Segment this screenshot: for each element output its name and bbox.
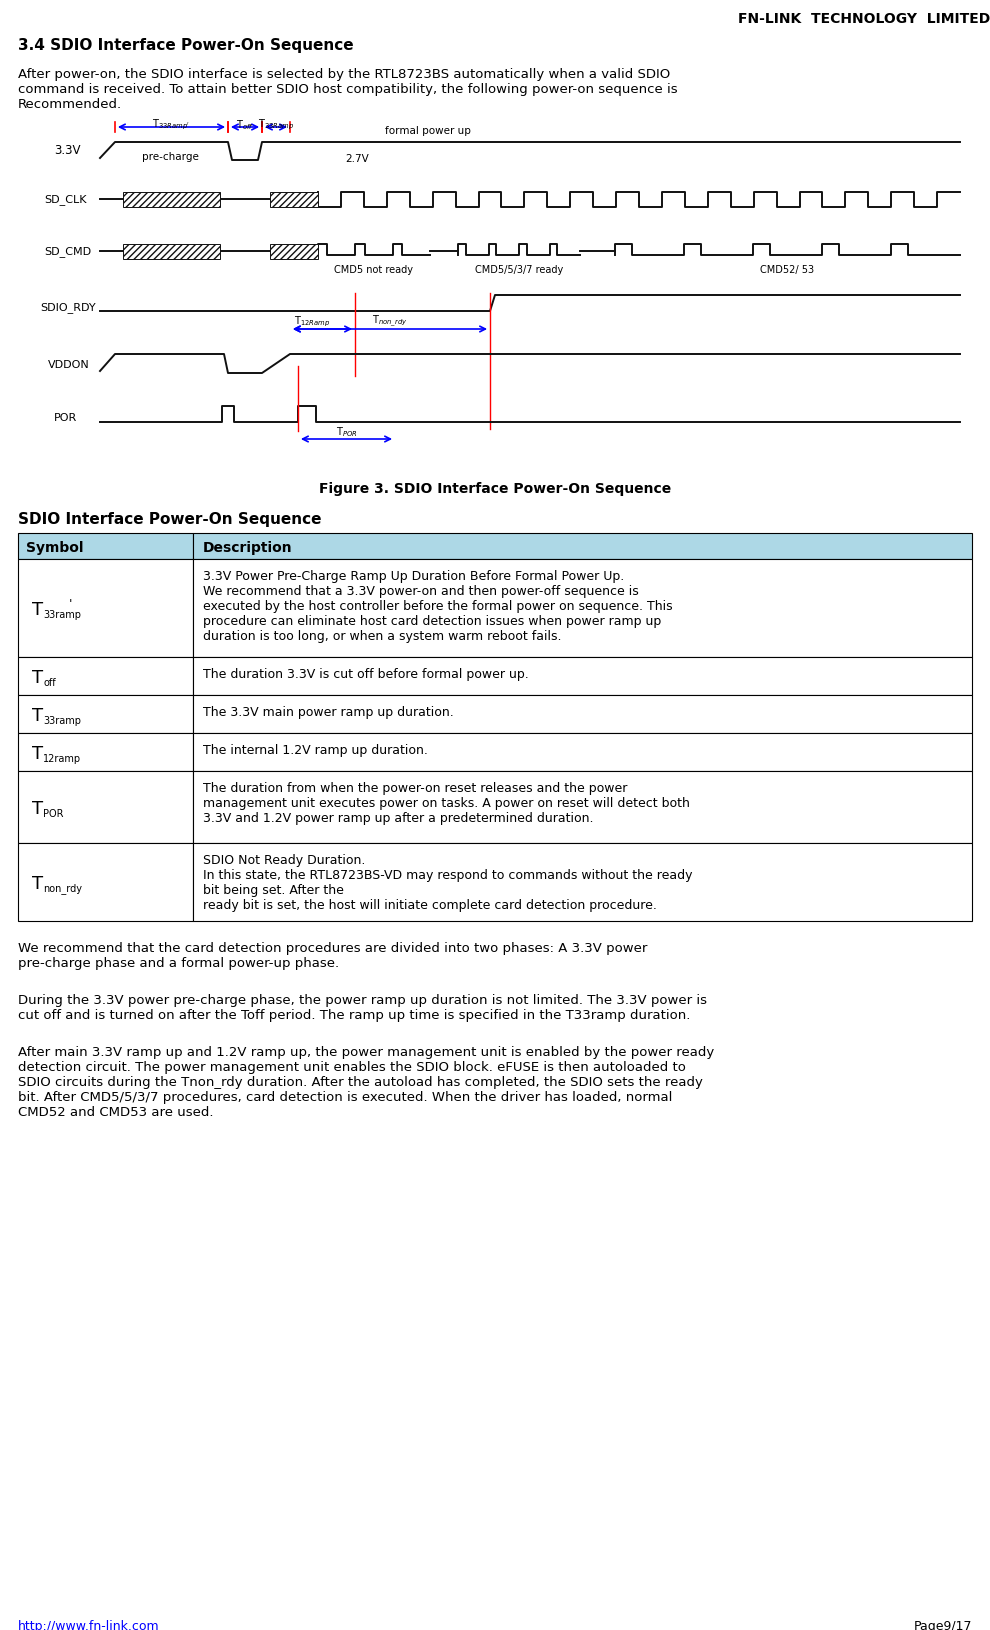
Bar	[270, 192, 318, 207]
Bar	[18, 657, 193, 696]
Bar	[270, 244, 318, 259]
Text: 2.7V: 2.7V	[345, 153, 368, 165]
Bar	[193, 771, 972, 843]
Text: T: T	[32, 668, 44, 686]
Text: non_rdy: non_rdy	[43, 883, 82, 893]
Text: 3.3V Power Pre-Charge Ramp Up Duration Before Formal Power Up.
We recommend that: 3.3V Power Pre-Charge Ramp Up Duration B…	[203, 569, 672, 642]
Bar	[18, 734, 193, 771]
Text: T: T	[32, 600, 44, 619]
Text: SD_CLK: SD_CLK	[44, 194, 86, 205]
Text: $\mathrm{T}_{non\_rdy}$: $\mathrm{T}_{non\_rdy}$	[372, 313, 408, 329]
Text: off: off	[43, 678, 55, 688]
Text: CMD5/5/3/7 ready: CMD5/5/3/7 ready	[475, 264, 563, 275]
Text: SD_CMD: SD_CMD	[44, 246, 91, 258]
Text: Page9/17: Page9/17	[914, 1619, 972, 1630]
Text: http://www.fn-link.com: http://www.fn-link.com	[18, 1619, 159, 1630]
Text: pre-charge: pre-charge	[142, 152, 198, 161]
Bar	[18, 533, 193, 559]
Text: After power-on, the SDIO interface is selected by the RTL8723BS automatically wh: After power-on, the SDIO interface is se…	[18, 68, 677, 111]
Text: SDIO Not Ready Duration.
In this state, the RTL8723BS-VD may respond to commands: SDIO Not Ready Duration. In this state, …	[203, 854, 692, 911]
Text: T: T	[32, 706, 44, 725]
Text: $\mathrm{T}_{POR}$: $\mathrm{T}_{POR}$	[336, 425, 357, 438]
Bar	[18, 771, 193, 843]
Text: 3.3V: 3.3V	[54, 143, 80, 156]
Text: $\mathrm{T}_{33Ramp^{\prime}}$: $\mathrm{T}_{33Ramp^{\prime}}$	[152, 117, 190, 132]
Bar	[193, 559, 972, 657]
Text: 33ramp: 33ramp	[43, 610, 81, 619]
Text: Figure 3. SDIO Interface Power-On Sequence: Figure 3. SDIO Interface Power-On Sequen…	[319, 482, 671, 496]
Text: The duration from when the power-on reset releases and the power
management unit: The duration from when the power-on rese…	[203, 781, 690, 825]
Text: POR: POR	[54, 412, 77, 422]
Text: ': '	[68, 598, 72, 611]
Text: 33ramp: 33ramp	[43, 716, 81, 725]
Text: Description: Description	[203, 541, 293, 554]
Text: After main 3.3V ramp up and 1.2V ramp up, the power management unit is enabled b: After main 3.3V ramp up and 1.2V ramp up…	[18, 1045, 714, 1118]
Bar	[193, 696, 972, 734]
Bar	[193, 734, 972, 771]
Text: $\mathrm{T}_{off}$: $\mathrm{T}_{off}$	[236, 117, 254, 132]
Text: The 3.3V main power ramp up duration.: The 3.3V main power ramp up duration.	[203, 706, 453, 719]
Text: FN-LINK  TECHNOLOGY  LIMITED: FN-LINK TECHNOLOGY LIMITED	[738, 11, 990, 26]
Text: $\mathrm{T}_{33Ramp}$: $\mathrm{T}_{33Ramp}$	[258, 117, 294, 132]
Bar	[18, 559, 193, 657]
Bar	[123, 244, 220, 259]
Bar	[123, 192, 220, 207]
Text: Symbol: Symbol	[26, 541, 83, 554]
Text: VDDON: VDDON	[48, 360, 90, 370]
Text: 3.4 SDIO Interface Power-On Sequence: 3.4 SDIO Interface Power-On Sequence	[18, 37, 353, 52]
Bar	[193, 533, 972, 559]
Bar	[193, 843, 972, 921]
Bar	[18, 696, 193, 734]
Text: SDIO_RDY: SDIO_RDY	[40, 302, 96, 313]
Text: $\mathrm{T}_{12Ramp}$: $\mathrm{T}_{12Ramp}$	[294, 315, 331, 329]
Text: CMD52/ 53: CMD52/ 53	[760, 264, 815, 275]
Text: SDIO Interface Power-On Sequence: SDIO Interface Power-On Sequence	[18, 512, 322, 526]
Text: T: T	[32, 745, 44, 763]
Text: CMD5 not ready: CMD5 not ready	[335, 264, 414, 275]
Text: We recommend that the card detection procedures are divided into two phases: A 3: We recommend that the card detection pro…	[18, 942, 647, 970]
Text: T: T	[32, 799, 44, 818]
Text: The duration 3.3V is cut off before formal power up.: The duration 3.3V is cut off before form…	[203, 668, 529, 681]
Text: POR: POR	[43, 808, 63, 818]
Bar	[193, 657, 972, 696]
Text: formal power up: formal power up	[385, 126, 471, 135]
Text: The internal 1.2V ramp up duration.: The internal 1.2V ramp up duration.	[203, 743, 428, 756]
Text: 12ramp: 12ramp	[43, 753, 81, 763]
Text: During the 3.3V power pre-charge phase, the power ramp up duration is not limite: During the 3.3V power pre-charge phase, …	[18, 993, 707, 1022]
Bar	[18, 843, 193, 921]
Text: T: T	[32, 874, 44, 893]
